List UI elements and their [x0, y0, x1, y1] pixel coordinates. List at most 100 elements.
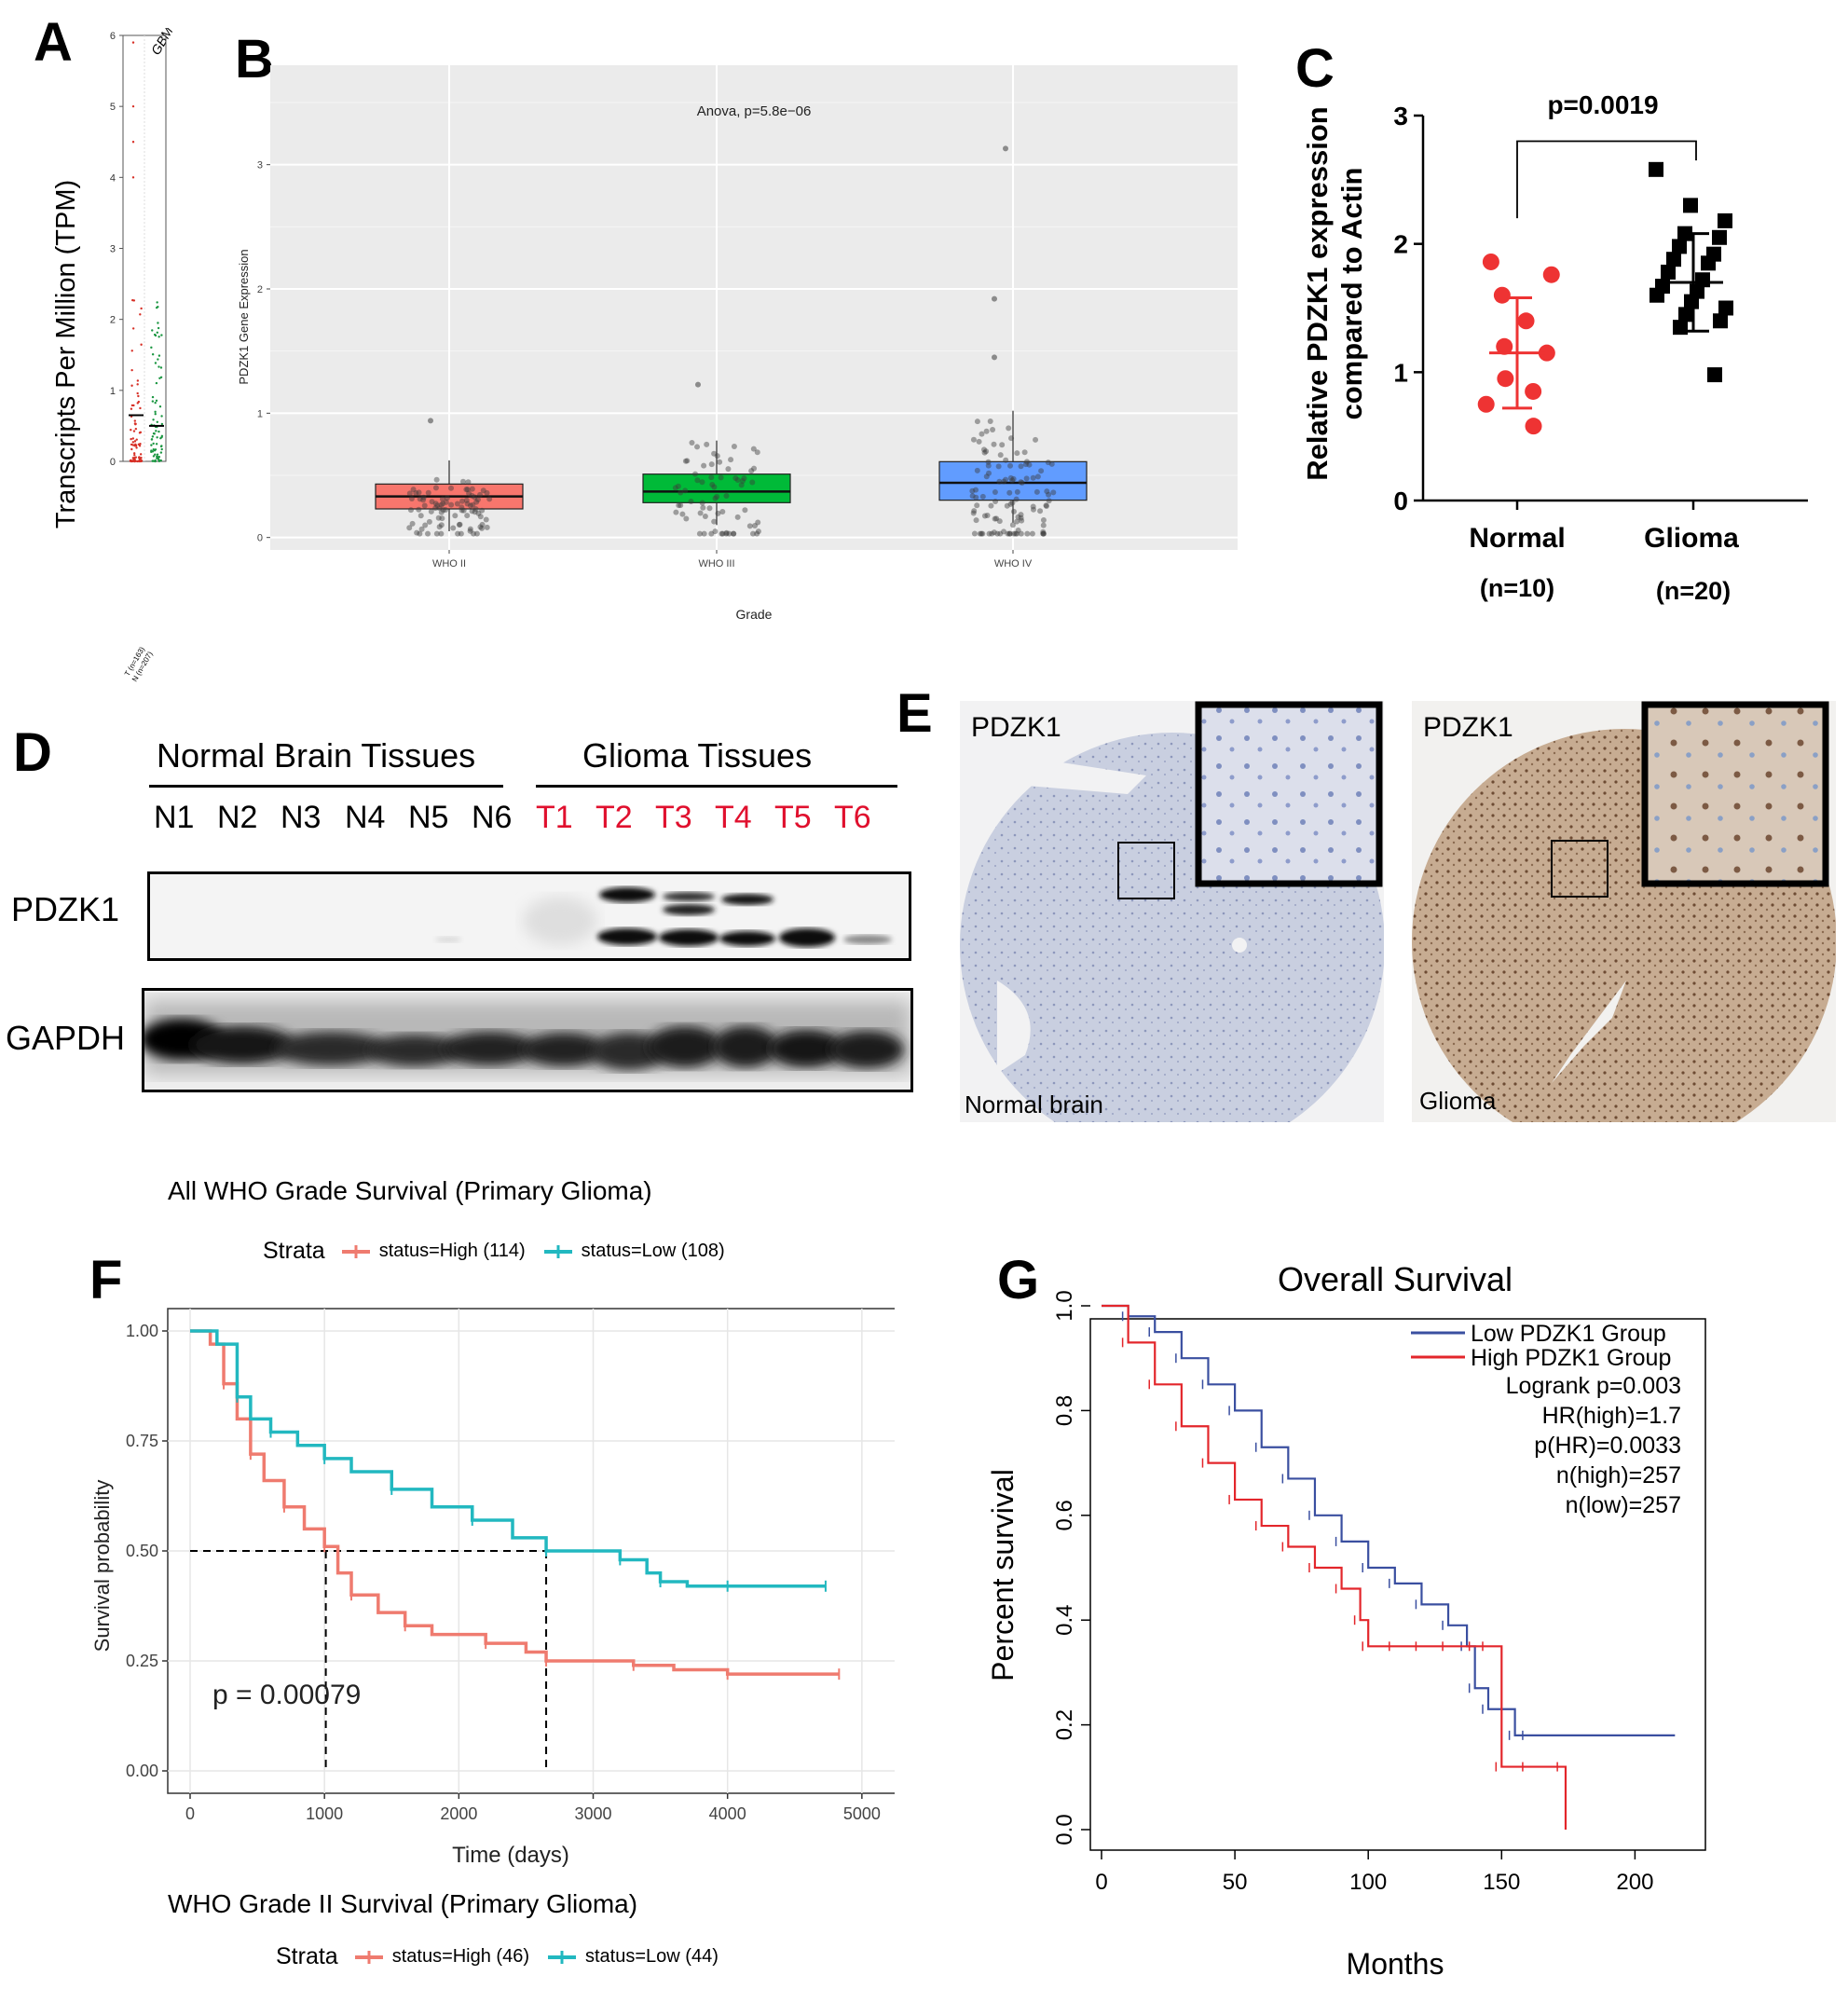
panel-a-point-n — [157, 322, 159, 324]
panel-b-point — [450, 525, 457, 531]
panel-b-point — [688, 498, 694, 504]
panel-b-point — [991, 441, 997, 447]
panel-b-point — [436, 505, 443, 512]
panel-a-point-t — [130, 368, 133, 372]
panel-g-frame — [1089, 1318, 1706, 1851]
panel-b-point — [1029, 530, 1035, 537]
ihc-normal-roi — [1117, 842, 1175, 899]
panel-c-normal-point — [1482, 253, 1499, 270]
panel-b-point — [464, 501, 471, 507]
panel-a-point-t — [136, 460, 139, 463]
panel-b-point — [746, 523, 753, 529]
panel-a-point-n — [158, 405, 162, 408]
panel-b-point — [985, 459, 992, 465]
panel-c-ylabel-line2: compared to Actin — [1335, 168, 1368, 420]
panel-g-line-low — [1102, 1304, 1676, 1736]
panel-b-annotation: Anova, p=5.8e−06 — [697, 103, 812, 119]
panel-g-ytick-label: 0.6 — [1052, 1500, 1077, 1530]
panel-a-point-n — [150, 438, 154, 441]
panel-b-point — [719, 530, 726, 537]
panel-c-ytick-label: 3 — [1393, 102, 1408, 130]
panel-b-box — [642, 473, 791, 503]
panel-g-legend-low: Low PDZK1 Group — [1471, 1321, 1666, 1347]
panel-b-point — [1018, 530, 1024, 537]
panel-f-plot-area: 0.00 0.25 0.50 0.75 1.00 0 1000 2000 3000 4000 500… — [126, 1308, 895, 1823]
panel-b-outlier — [695, 381, 701, 388]
panel-b-point — [983, 448, 990, 455]
panel-a-point-n — [155, 430, 157, 432]
panel-a-point-t — [133, 440, 137, 443]
panel-b-point — [728, 457, 734, 463]
panel-b-point — [1023, 459, 1030, 465]
panel-b-point — [1001, 478, 1007, 485]
panel-c-normal-point — [1525, 382, 1542, 400]
panel-b-point — [734, 514, 741, 520]
panel-a-point-t — [137, 394, 140, 398]
panel-b-point — [723, 530, 730, 537]
panel-a-point-t — [132, 459, 135, 461]
panel-b-point — [1023, 475, 1030, 482]
panel-a-point-n — [154, 401, 157, 405]
panel-f-xlabel: Time (days) — [452, 1843, 569, 1868]
panel-b-point — [1013, 496, 1020, 502]
panel-f-bottom-legend-high: status=High (46) — [391, 1946, 529, 1967]
panel-b-point — [678, 502, 684, 509]
panel-b-point — [1026, 461, 1033, 468]
panel-c-glioma-point — [1649, 161, 1663, 177]
panel-c-pvalue: p=0.0019 — [1547, 90, 1658, 119]
panel-a-point-t — [130, 460, 133, 463]
ihc-normal-tissue — [960, 701, 1384, 1122]
panel-b-point — [697, 510, 704, 516]
panel-c-ytick-label: 1 — [1393, 358, 1408, 387]
panel-a-point-t — [133, 454, 136, 457]
lane-label-t4: T4 — [715, 800, 752, 835]
panel-d-glioma-header: Glioma Tissues — [582, 736, 813, 775]
panel-c-glioma-point — [1718, 213, 1732, 228]
panel-b-point — [409, 520, 416, 527]
panel-b-point — [715, 510, 721, 516]
panel-b-point — [1022, 461, 1029, 468]
panel-b-outlier — [428, 418, 433, 424]
panel-b-point — [464, 513, 471, 519]
panel-c-glioma-point — [1707, 367, 1722, 383]
panel-b-point — [976, 438, 982, 445]
panel-b-xtick-label: WHO II — [432, 558, 466, 569]
panel-b-point — [694, 444, 701, 450]
panel-b-point — [1021, 449, 1028, 456]
panel-a-point-t — [132, 404, 135, 407]
panel-b-point — [970, 436, 977, 443]
panel-g-xtick-label: 50 — [1223, 1870, 1248, 1895]
panel-a-ytick-label: 0 — [110, 457, 116, 468]
panel-b-point — [1033, 436, 1039, 443]
panel-b-point — [452, 513, 459, 519]
panel-b-point — [981, 513, 988, 519]
panel-b-point — [684, 458, 691, 464]
panel-a-point-n — [157, 358, 159, 361]
panel-b-outlier — [992, 295, 997, 302]
panel-d-normal-header-line — [149, 785, 503, 788]
ihc-glioma-zoom — [1641, 701, 1829, 887]
panel-b-point — [459, 504, 465, 511]
panel-b-point — [723, 492, 730, 499]
panel-d-row-pdzk1: PDZK1 — [11, 890, 120, 928]
panel-b-point — [434, 502, 441, 509]
panel-b-point — [432, 501, 439, 507]
panel-a-point-n — [151, 400, 155, 403]
panel-a-point-t — [137, 443, 141, 446]
panel-b-point — [719, 508, 726, 514]
panel-a-ytick-label: 6 — [110, 31, 116, 42]
panel-g-chart: Overall Survival Percent survival Months… — [986, 1260, 1706, 1981]
panel-b-point — [980, 446, 987, 453]
panel-b-point — [472, 506, 479, 513]
panel-b-point — [996, 518, 1003, 525]
lane-label-n3: N3 — [281, 800, 322, 835]
panel-b-point — [672, 485, 678, 491]
panel-b-point — [477, 514, 484, 520]
panel-letter-d: D — [13, 722, 52, 783]
panel-b-point — [973, 517, 979, 524]
panel-b-point — [689, 439, 695, 446]
panel-f-ytick-label: 0.00 — [126, 1762, 158, 1780]
panel-b-point — [990, 427, 996, 433]
panel-b-point — [709, 481, 716, 487]
panel-letter-f: F — [89, 1250, 123, 1310]
